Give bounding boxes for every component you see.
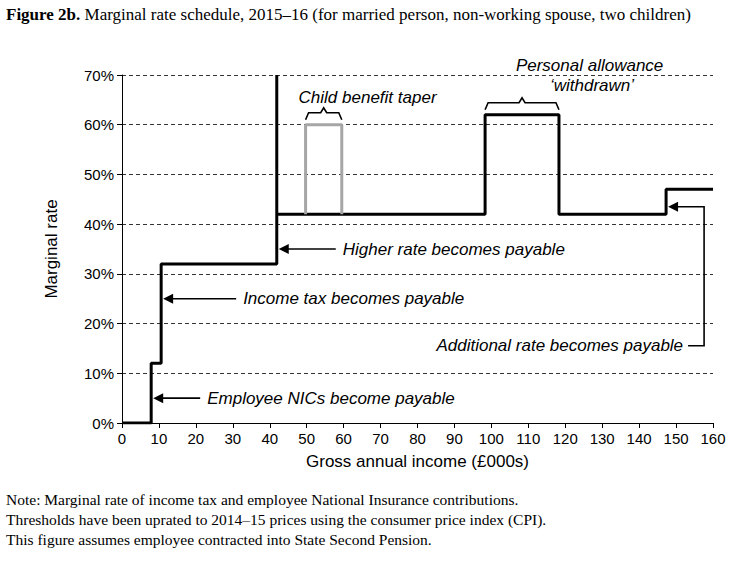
svg-text:40: 40 [261,430,278,447]
svg-text:150: 150 [664,430,689,447]
svg-text:140: 140 [627,430,652,447]
svg-text:Employee NICs become payable: Employee NICs become payable [207,389,455,408]
svg-text:Gross annual income (£000s): Gross annual income (£000s) [306,452,529,471]
svg-text:Marginal rate: Marginal rate [42,199,61,298]
svg-text:Income tax becomes payable: Income tax becomes payable [243,289,464,308]
svg-text:20: 20 [188,430,205,447]
html-text:Note: Marginal rate of income: Note: Marginal rate of income tax and em… [6,491,519,508]
svg-text:10%: 10% [84,365,114,382]
svg-text:30%: 30% [84,265,114,282]
svg-text:Additional rate becomes payabl: Additional rate becomes payable [435,336,683,355]
svg-text:130: 130 [590,430,615,447]
svg-text:110: 110 [516,430,540,447]
html-text:Thresholds have been uprated t: Thresholds have been uprated to 2014–15 … [6,511,547,528]
svg-text:0%: 0% [92,415,114,432]
html-text:This figure assumes employee c: This figure assumes employee contracted … [6,531,432,548]
svg-text:60: 60 [335,430,352,447]
svg-text:‘withdrawn’: ‘withdrawn’ [550,76,634,95]
svg-text:20%: 20% [84,315,114,332]
svg-text:70%: 70% [84,67,114,84]
svg-text:10: 10 [151,430,168,447]
svg-text:120: 120 [553,430,578,447]
svg-text:Personal allowance: Personal allowance [516,56,668,75]
svg-text:70: 70 [372,430,389,447]
svg-text:60%: 60% [84,116,114,133]
svg-text:30: 30 [224,430,241,447]
svg-text:90: 90 [446,430,463,447]
svg-text:80: 80 [409,430,426,447]
svg-text:160: 160 [700,430,725,447]
svg-text:0: 0 [118,430,126,447]
svg-text:50: 50 [298,430,315,447]
html-text:Figure 2b. Marginal rate sched: Figure 2b. Marginal rate schedule, 2015–… [6,5,691,24]
svg-text:Child benefit taper: Child benefit taper [299,88,438,107]
svg-text:Higher rate becomes payable: Higher rate becomes payable [343,240,565,259]
svg-text:40%: 40% [84,216,114,233]
svg-text:50%: 50% [84,166,114,183]
svg-text:100: 100 [479,430,504,447]
